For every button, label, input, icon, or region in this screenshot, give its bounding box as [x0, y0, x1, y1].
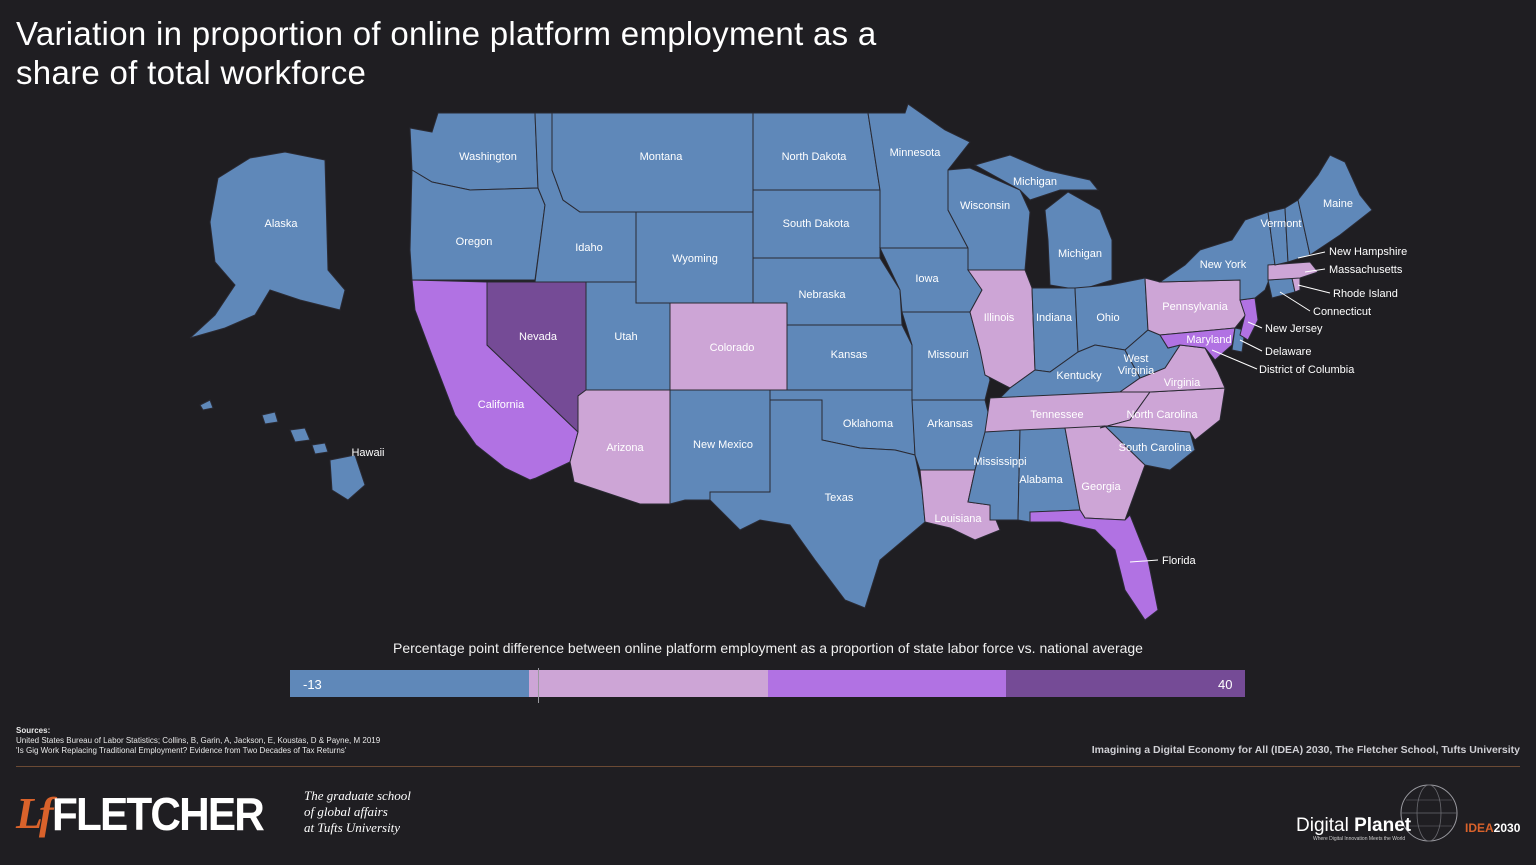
state-label-texas: Texas [825, 492, 854, 504]
legend-min-label: -13 [303, 677, 322, 692]
legend-bar [290, 670, 1245, 697]
page-title: Variation in proportion of online platfo… [16, 15, 877, 91]
state-label-vermont: Vermont [1261, 218, 1302, 230]
state-label-pennsylvania: Pennsylvania [1162, 301, 1228, 313]
state-label-tennessee: Tennessee [1030, 409, 1083, 421]
state-connecticut[interactable] [1267, 277, 1296, 299]
state-labels: Washington Oregon California Nevada Idaho Mon… [264, 147, 1407, 567]
state-label-louisiana: Louisiana [934, 513, 982, 525]
state-label-new-hampshire: New Hampshire [1329, 246, 1407, 258]
state-label-minnesota: Minnesota [890, 147, 942, 159]
fletcher-logo: Lf FLETCHER [16, 788, 281, 840]
sources-heading: Sources: [16, 726, 51, 735]
state-label-north-dakota: North Dakota [782, 151, 848, 163]
state-alaska[interactable] [189, 151, 346, 339]
state-label-montana: Montana [640, 151, 684, 163]
state-label-new-jersey: New Jersey [1265, 323, 1323, 335]
idea-year: 2030 [1493, 821, 1521, 835]
sources-line-2: 'Is Gig Work Replacing Traditional Emplo… [16, 746, 347, 755]
state-illinois[interactable] [967, 269, 1036, 389]
state-label-utah: Utah [614, 331, 637, 343]
state-label-michigan: Michigan [1058, 248, 1102, 260]
fletcher-mark: Lf [16, 789, 53, 838]
tagline-line-2: of global affairs [304, 804, 388, 819]
state-label-hawaii: Hawaii [351, 447, 384, 459]
state-label-delaware: Delaware [1265, 346, 1311, 358]
state-florida[interactable] [1029, 509, 1159, 621]
state-label-oregon: Oregon [456, 236, 493, 248]
sources-line-1: United States Bureau of Labor Statistics… [16, 736, 381, 745]
state-label-nevada: Nevada [519, 331, 558, 343]
state-label-district-of-columbia: District of Columbia [1259, 364, 1355, 376]
state-label-west-virginia: West Virginia [1118, 353, 1155, 377]
state-label-washington: Washington [459, 151, 517, 163]
state-maine[interactable] [1297, 154, 1373, 256]
state-label-missouri: Missouri [928, 349, 969, 361]
state-label-michigan: Michigan [1013, 176, 1057, 188]
state-label-florida: Florida [1162, 555, 1197, 567]
digital-word: Digital [1296, 815, 1349, 836]
leader-lines [1129, 251, 1331, 563]
state-label-illinois: Illinois [984, 312, 1015, 324]
state-label-idaho: Idaho [575, 242, 603, 254]
state-label-wyoming: Wyoming [672, 253, 718, 265]
idea-2030-logo: IDEA2030 [1465, 821, 1520, 835]
state-label-south-dakota: South Dakota [783, 218, 851, 230]
state-label-ohio: Ohio [1096, 312, 1119, 324]
idea-word: IDEA [1465, 821, 1494, 835]
state-label-new-mexico: New Mexico [693, 439, 753, 451]
legend-title: Percentage point difference between onli… [393, 640, 1143, 656]
state-label-indiana: Indiana [1036, 312, 1073, 324]
state-label-oklahoma: Oklahoma [843, 418, 894, 430]
state-label-rhode-island: Rhode Island [1333, 288, 1398, 300]
fletcher-wordmark: FLETCHER [51, 788, 265, 840]
state-label-maine: Maine [1323, 198, 1353, 210]
footer-divider [16, 766, 1520, 767]
fletcher-tagline: The graduate school of global affairs at… [304, 788, 411, 836]
state-label-kansas: Kansas [831, 349, 868, 361]
state-label-alabama: Alabama [1019, 474, 1063, 486]
legend-segment-dark-purple [1006, 670, 1245, 697]
state-label-massachusetts: Massachusetts [1329, 264, 1403, 276]
state-label-wisconsin: Wisconsin [960, 200, 1010, 212]
planet-word: Planet [1354, 815, 1412, 836]
state-label-kentucky: Kentucky [1056, 370, 1102, 382]
digital-planet-logo: Digital Planet [1296, 815, 1411, 837]
state-label-alaska: Alaska [264, 218, 298, 230]
digital-planet-subtitle: Where Digital Innovation Meets the World [1313, 836, 1406, 842]
legend-segment-purple [767, 670, 1007, 697]
state-label-georgia: Georgia [1081, 481, 1121, 493]
tagline-line-3: at Tufts University [304, 820, 401, 835]
tagline-line-1: The graduate school [304, 788, 411, 803]
sources-block: Sources: United States Bureau of Labor S… [16, 726, 380, 756]
state-label-iowa: Iowa [915, 273, 939, 285]
legend-marker [538, 668, 539, 703]
credit-line: Imagining a Digital Economy for All (IDE… [1091, 744, 1520, 756]
state-label-connecticut: Connecticut [1313, 306, 1371, 318]
state-label-maryland: Maryland [1186, 334, 1231, 346]
state-label-arkansas: Arkansas [927, 418, 973, 430]
state-texas[interactable] [709, 399, 926, 609]
state-label-new-york: New York [1200, 259, 1247, 271]
state-label-colorado: Colorado [710, 342, 755, 354]
state-michigan[interactable] [1044, 191, 1113, 291]
state-label-california: California [478, 399, 525, 411]
state-hawaii[interactable] [199, 399, 366, 501]
legend-max-label: 40 [1218, 677, 1233, 692]
state-label-mississippi: Mississippi [973, 456, 1026, 468]
legend-segment-light-pink [528, 670, 768, 697]
state-label-north-carolina: North Carolina [1127, 409, 1199, 421]
state-label-virginia: Virginia [1164, 377, 1201, 389]
globe-icon [1400, 784, 1458, 842]
state-label-south-carolina: South Carolina [1119, 442, 1193, 454]
state-michigan-upper[interactable] [973, 154, 1100, 201]
state-massachusetts[interactable] [1267, 261, 1319, 281]
legend-segment-blue [290, 670, 529, 697]
state-label-arizona: Arizona [606, 442, 644, 454]
state-label-nebraska: Nebraska [798, 289, 846, 301]
